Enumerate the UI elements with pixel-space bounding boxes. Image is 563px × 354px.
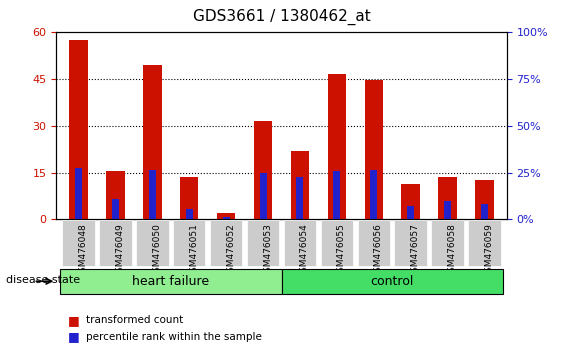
Bar (444, 201, 451, 219)
Text: heart failure: heart failure (132, 275, 209, 288)
Bar (75, 168, 82, 219)
Text: GSM476053: GSM476053 (263, 223, 272, 278)
Bar (60, 269, 282, 294)
Bar (365, 80, 383, 219)
Bar (254, 121, 272, 219)
Text: GSM476049: GSM476049 (115, 223, 124, 278)
Text: transformed count: transformed count (86, 315, 183, 325)
Bar (333, 171, 341, 219)
Bar (186, 209, 193, 219)
Bar (328, 74, 346, 219)
Text: GSM476048: GSM476048 (78, 223, 87, 278)
Bar (99, 221, 132, 266)
Bar (321, 221, 353, 266)
Text: GSM476050: GSM476050 (152, 223, 161, 278)
Bar (173, 221, 205, 266)
Text: GSM476056: GSM476056 (374, 223, 383, 278)
Text: GSM476052: GSM476052 (226, 223, 235, 278)
Text: GSM476054: GSM476054 (300, 223, 309, 278)
Text: ■: ■ (68, 331, 79, 343)
Bar (247, 221, 279, 266)
Bar (439, 177, 457, 219)
Bar (475, 181, 494, 219)
Bar (210, 221, 242, 266)
Bar (143, 65, 162, 219)
Bar (62, 221, 95, 266)
Bar (468, 221, 501, 266)
Text: GSM476055: GSM476055 (337, 223, 346, 278)
Text: percentile rank within the sample: percentile rank within the sample (86, 332, 261, 342)
Bar (358, 221, 390, 266)
Text: ■: ■ (68, 314, 79, 327)
Bar (282, 269, 503, 294)
Bar (291, 151, 309, 219)
Bar (136, 221, 168, 266)
Bar (222, 217, 230, 219)
Bar (297, 177, 303, 219)
Text: control: control (370, 275, 414, 288)
Bar (260, 172, 266, 219)
Bar (180, 177, 198, 219)
Bar (370, 170, 377, 219)
Bar (431, 221, 464, 266)
Text: disease state: disease state (6, 275, 80, 285)
Bar (112, 199, 119, 219)
Bar (395, 221, 427, 266)
Bar (217, 213, 235, 219)
Text: GSM476059: GSM476059 (485, 223, 494, 278)
Bar (481, 205, 488, 219)
Bar (284, 221, 316, 266)
Bar (69, 40, 88, 219)
Text: GDS3661 / 1380462_at: GDS3661 / 1380462_at (193, 9, 370, 25)
Bar (401, 183, 420, 219)
Text: GSM476051: GSM476051 (189, 223, 198, 278)
Bar (149, 170, 156, 219)
Bar (407, 206, 414, 219)
Text: GSM476057: GSM476057 (411, 223, 419, 278)
Text: GSM476058: GSM476058 (448, 223, 457, 278)
Bar (106, 171, 124, 219)
